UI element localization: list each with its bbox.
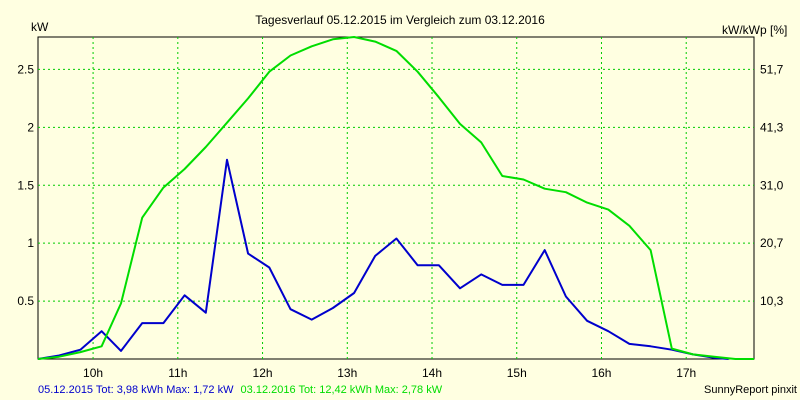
x-tick-label-4: 14h: [422, 366, 442, 380]
y-axis-right-label: kW/kWp [%]: [722, 23, 787, 37]
plot-area: [37, 36, 755, 360]
x-tick-label-0: 10h: [83, 366, 103, 380]
footer-series2-text: 03.12.2016 Tot: 12,42 kWh Max: 2,78 kW: [241, 384, 443, 396]
y-left-tick-label-2: 1.5: [17, 178, 34, 192]
tick-labels: 10h 11h 12h 13h 14h 15h 16h 17h 0.5 10,3 1 20,7 1.5 3…: [17, 62, 783, 380]
grid: [38, 37, 754, 359]
y-right-tick-label-0: 10,3: [760, 294, 784, 308]
y-right-tick-label-4: 51,7: [760, 62, 784, 76]
x-tick-label-1: 11h: [168, 366, 187, 380]
series-line-2: [37, 36, 754, 360]
footer-legend: 05.12.2015 Tot: 3,98 kWh Max: 1,72 kW 03…: [38, 384, 443, 396]
x-tick-label-7: 17h: [676, 366, 696, 380]
x-tick-label-5: 15h: [507, 366, 527, 380]
footer-series1-text: 05.12.2015 Tot: 3,98 kWh Max: 1,72 kW: [38, 384, 234, 396]
x-tick-label-3: 13h: [337, 366, 357, 380]
y-left-tick-label-1: 1: [27, 236, 34, 250]
y-left-tick-label-4: 2.5: [17, 62, 34, 76]
y-axis-left-label: kW: [31, 20, 49, 34]
footer-brand: SunnyReport pinxit: [704, 384, 797, 396]
chart-title: Tagesverlauf 05.12.2015 im Vergleich zum…: [255, 13, 545, 27]
y-right-tick-label-3: 41,3: [760, 120, 784, 134]
x-tick-label-6: 16h: [591, 366, 611, 380]
series-group: [37, 36, 754, 360]
series-line-1: [37, 158, 729, 360]
y-right-tick-label-2: 31,0: [760, 178, 784, 192]
y-left-tick-label-3: 2: [27, 120, 34, 134]
y-left-tick-label-0: 0.5: [17, 294, 34, 308]
y-right-tick-label-1: 20,7: [760, 236, 784, 250]
x-tick-label-2: 12h: [253, 366, 273, 380]
